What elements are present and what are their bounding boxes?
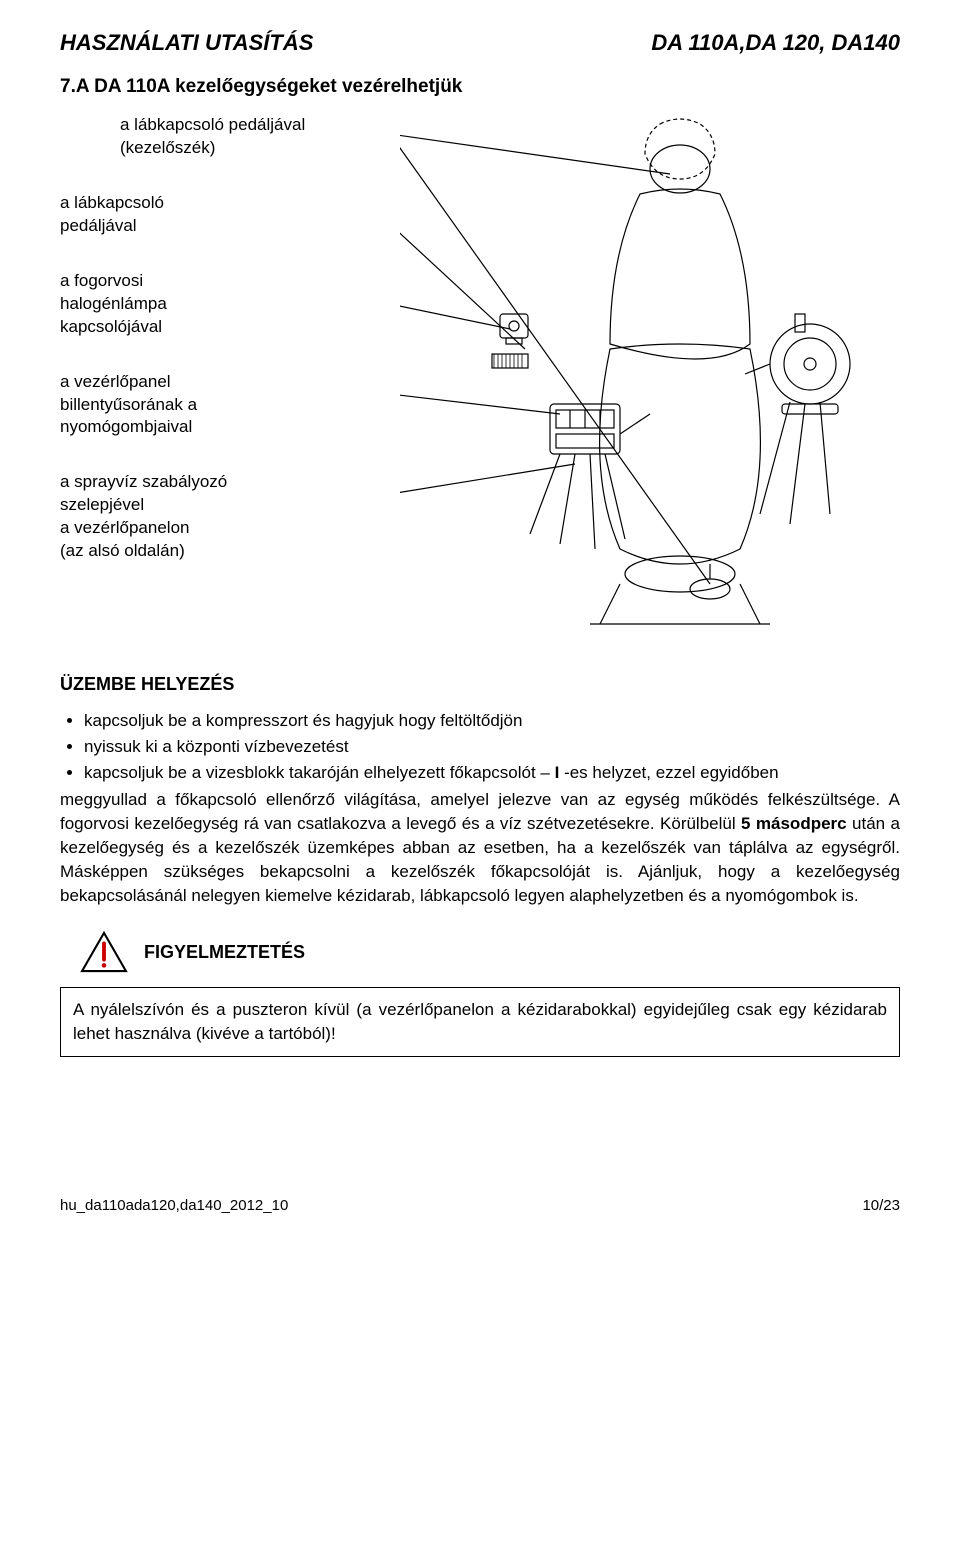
- bullet-item: kapcsoljuk be a vizesblokk takaróján elh…: [84, 761, 900, 785]
- footer-left: hu_da110ada120,da140_2012_10: [60, 1197, 288, 1214]
- dental-chair-diagram: [400, 114, 900, 634]
- label-foot-switch: a lábkapcsolópedáljával: [60, 192, 380, 238]
- label-column: a lábkapcsoló pedáljával (kezelőszék) a …: [60, 114, 380, 634]
- bullet-item: kapcsoljuk be a kompresszort és hagyjuk …: [84, 709, 900, 733]
- bullet-item: nyissuk ki a központi vízbevezetést: [84, 735, 900, 759]
- label-spray-valve: a sprayvíz szabályozószelepjévela vezérl…: [60, 471, 380, 563]
- setup-paragraph: meggyullad a főkapcsoló ellenőrző világí…: [60, 788, 900, 907]
- commissioning-title: ÜZEMBE HELYEZÉS: [60, 674, 900, 695]
- section-title: 7.A DA 110A kezelőegységeket vezérelhetj…: [60, 76, 900, 98]
- warning-box: A nyálelszívón és a puszteron kívül (a v…: [60, 987, 900, 1057]
- footer-right: 10/23: [862, 1197, 900, 1214]
- label-halogen-lamp: a fogorvosihalogénlámpakapcsolójával: [60, 270, 380, 339]
- setup-bullets: kapcsoljuk be a kompresszort és hagyjuk …: [60, 709, 900, 784]
- warning-label: FIGYELMEZTETÉS: [144, 942, 305, 963]
- page-footer: hu_da110ada120,da140_2012_10 10/23: [60, 1197, 900, 1214]
- page-header: HASZNÁLATI UTASÍTÁS DA 110A,DA 120, DA14…: [60, 30, 900, 56]
- warning-row: FIGYELMEZTETÉS: [80, 931, 900, 973]
- chair-svg: [400, 114, 900, 634]
- header-left: HASZNÁLATI UTASÍTÁS: [60, 30, 313, 56]
- label-control-panel-buttons: a vezérlőpanelbillentyűsorának anyomógom…: [60, 371, 380, 440]
- label-foot-switch-chair: a lábkapcsoló pedáljával (kezelőszék): [120, 114, 380, 160]
- warning-triangle-icon: [80, 931, 128, 973]
- labeled-diagram-row: a lábkapcsoló pedáljával (kezelőszék) a …: [60, 114, 900, 634]
- header-right: DA 110A,DA 120, DA140: [651, 30, 900, 56]
